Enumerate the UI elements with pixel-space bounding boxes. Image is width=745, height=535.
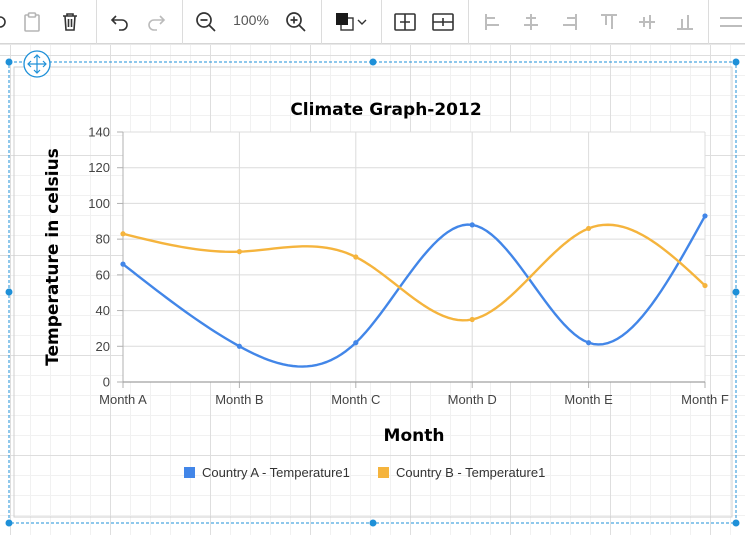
resize-handle-bottom-right[interactable] (732, 519, 740, 527)
zoom-out-icon[interactable] (192, 6, 220, 38)
toolbar-separator (321, 0, 322, 44)
y-axis-label: Temperature in celsius (43, 148, 63, 366)
x-tick-label: Month A (99, 392, 147, 407)
data-point (586, 225, 592, 232)
x-tick-label: Month C (331, 392, 380, 407)
resize-handle-bottom[interactable] (369, 519, 377, 527)
x-axis-label: Month (384, 426, 445, 446)
series-b (120, 223, 708, 323)
redo-icon[interactable] (142, 6, 170, 38)
cut-icon[interactable] (0, 6, 10, 38)
resize-handle-top[interactable] (369, 58, 377, 66)
zoom-in-icon[interactable] (282, 6, 310, 38)
resize-handle-left[interactable] (5, 288, 13, 296)
x-axis: Month A Month B Month C Month D Month E Month… (99, 381, 729, 407)
resize-handle-bottom-left[interactable] (5, 519, 13, 527)
data-point (702, 282, 708, 289)
legend-swatch (378, 467, 389, 478)
chart-title: Climate Graph-2012 (290, 100, 481, 120)
y-tick-label: 140 (88, 125, 110, 140)
y-tick-label: 20 (96, 339, 110, 354)
y-tick-label: 60 (96, 267, 110, 282)
series-a (120, 213, 708, 368)
move-icon[interactable] (23, 50, 51, 78)
align-middle-icon[interactable] (391, 6, 419, 38)
align-bottom-icon[interactable] (672, 6, 698, 38)
x-tick-label: Month D (448, 392, 497, 407)
align-left-icon[interactable] (480, 6, 506, 38)
selection-handles[interactable] (5, 58, 740, 527)
resize-handle-right[interactable] (732, 288, 740, 296)
align-right-icon[interactable] (556, 6, 582, 38)
series-line (122, 215, 707, 368)
legend-label: Country A - Temperature1 (202, 465, 350, 480)
align-horizontal-center-icon[interactable] (518, 6, 544, 38)
data-point (586, 340, 592, 346)
fill-color-icon[interactable] (332, 6, 372, 38)
data-point (469, 222, 475, 228)
align-vertical-middle-icon[interactable] (634, 6, 660, 38)
align-center-icon[interactable] (429, 6, 457, 38)
chart-series (120, 213, 708, 368)
toolbar-separator (381, 0, 382, 44)
legend-swatch (184, 467, 195, 478)
y-tick-label: 80 (96, 232, 110, 247)
data-point (120, 261, 126, 267)
y-tick-label: 0 (103, 375, 110, 390)
plot-area (123, 132, 705, 382)
toolbar-separator (468, 0, 469, 44)
toolbar-separator (182, 0, 183, 44)
x-tick-label: Month B (215, 392, 263, 407)
x-tick-label: Month F (681, 392, 729, 407)
paste-icon[interactable] (18, 6, 46, 38)
y-tick-label: 100 (88, 196, 110, 211)
y-tick-label: 120 (88, 160, 110, 175)
data-point (353, 340, 359, 346)
toolbar-separator (708, 0, 709, 44)
delete-icon[interactable] (56, 6, 84, 38)
y-tick-label: 40 (96, 303, 110, 318)
resize-handle-top-left[interactable] (5, 58, 13, 66)
zoom-level[interactable]: 100% (233, 12, 269, 28)
undo-icon[interactable] (106, 6, 134, 38)
toolbar: 100% (0, 0, 745, 44)
data-point (702, 213, 708, 219)
legend-label: Country B - Temperature1 (396, 465, 545, 480)
data-point (120, 231, 126, 237)
chart-legend: Country A - Temperature1 Country B - Temp… (184, 465, 545, 480)
series-line (122, 223, 706, 322)
data-point (236, 343, 242, 349)
chart-border (13, 66, 733, 518)
y-axis: 0 20 40 60 80 100 120 140 (88, 125, 124, 390)
distribute-icon[interactable] (716, 6, 745, 38)
toolbar-separator (96, 0, 97, 44)
data-point (353, 254, 359, 260)
data-point (236, 249, 242, 255)
data-point (469, 316, 475, 323)
x-tick-label: Month E (564, 392, 613, 407)
align-top-icon[interactable] (596, 6, 622, 38)
resize-handle-top-right[interactable] (732, 58, 740, 66)
plot-background (123, 132, 705, 382)
